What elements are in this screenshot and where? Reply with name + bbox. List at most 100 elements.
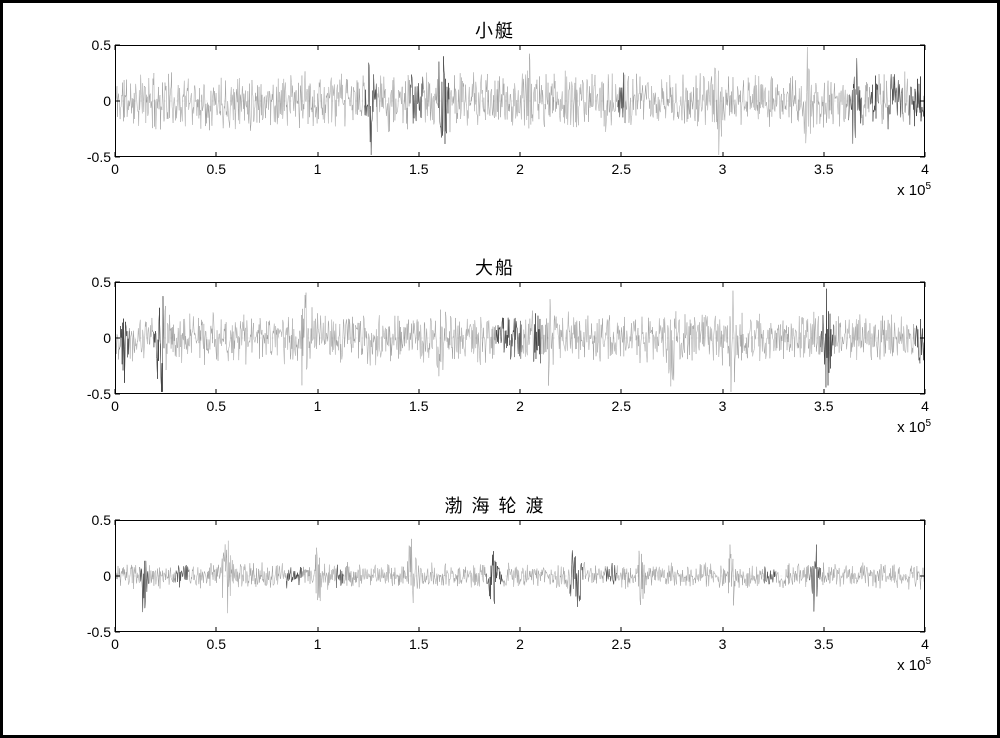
- xtick-label: 2: [516, 636, 524, 652]
- signal-dark: [119, 319, 126, 383]
- xtick-mark: [216, 389, 217, 394]
- ytick-mark: [115, 45, 120, 46]
- panel-2-axes: [115, 282, 925, 394]
- xtick-label: 3: [719, 636, 727, 652]
- xtick-label: 2.5: [612, 636, 631, 652]
- ytick-mark: [115, 394, 120, 395]
- xtick-mark: [317, 627, 318, 632]
- ytick-label: 0.5: [55, 37, 111, 53]
- panel-2-title: 大船: [475, 254, 515, 280]
- xtick-mark: [115, 627, 116, 632]
- ytick-mark: [920, 338, 925, 339]
- ytick-mark: [115, 101, 120, 102]
- xtick-label: 4: [921, 636, 929, 652]
- signal-dark: [618, 73, 624, 118]
- xtick-label: 2.5: [612, 161, 631, 177]
- xtick-mark: [621, 627, 622, 632]
- xtick-label: 0.5: [207, 636, 226, 652]
- panel-3-title: 渤 海 轮 渡: [444, 492, 545, 518]
- xtick-mark: [418, 45, 419, 50]
- ytick-mark: [115, 631, 120, 632]
- xtick-mark: [520, 152, 521, 157]
- xtick-label: 3: [719, 161, 727, 177]
- xtick-label: 0.5: [207, 161, 226, 177]
- signal-dark: [365, 63, 377, 155]
- ytick-label: 0: [55, 330, 111, 346]
- xtick-mark: [621, 45, 622, 50]
- ytick-label: -0.5: [55, 386, 111, 402]
- xtick-mark: [520, 627, 521, 632]
- xtick-label: 0.5: [207, 398, 226, 414]
- panel-3-axes: [115, 520, 925, 632]
- xtick-mark: [823, 389, 824, 394]
- xtick-label: 1.5: [409, 161, 428, 177]
- xtick-mark: [115, 520, 116, 525]
- signal-dark: [152, 308, 162, 392]
- panel-1-title: 小艇: [475, 17, 515, 43]
- xtick-mark: [925, 520, 926, 525]
- xtick-mark: [722, 152, 723, 157]
- xtick-label: 0: [111, 398, 119, 414]
- panel-2-signal: [116, 283, 924, 393]
- xtick-mark: [418, 389, 419, 394]
- xtick-label: 1: [314, 161, 322, 177]
- xtick-mark: [115, 152, 116, 157]
- signal-dark: [570, 550, 583, 606]
- xtick-mark: [621, 389, 622, 394]
- xtick-mark: [722, 520, 723, 525]
- signal-dark: [286, 567, 301, 588]
- xtick-mark: [823, 520, 824, 525]
- ytick-mark: [115, 519, 120, 520]
- panel-1-plot: x 105 -0.500.500.511.522.533.54: [55, 45, 935, 185]
- xtick-label: 2: [516, 161, 524, 177]
- xtick-mark: [216, 45, 217, 50]
- xtick-label: 3.5: [814, 161, 833, 177]
- ytick-label: -0.5: [55, 624, 111, 640]
- xtick-mark: [418, 627, 419, 632]
- panel-2-plot: x 105 -0.500.500.511.522.533.54: [55, 282, 935, 422]
- panel-3-plot: x 105 -0.500.500.511.522.533.54: [55, 520, 935, 660]
- xtick-label: 3: [719, 398, 727, 414]
- signal-dark: [915, 76, 924, 121]
- xtick-label: 1.5: [409, 636, 428, 652]
- xtick-mark: [925, 627, 926, 632]
- panel-3-xmult: x 105: [897, 656, 931, 674]
- ytick-mark: [920, 101, 925, 102]
- xtick-mark: [823, 152, 824, 157]
- xtick-label: 3.5: [814, 398, 833, 414]
- xtick-label: 2: [516, 398, 524, 414]
- signal-dark: [870, 76, 878, 122]
- signal-dark: [496, 562, 502, 584]
- panel-1-axes: [115, 45, 925, 157]
- panel-3-signal: [116, 521, 924, 631]
- xtick-mark: [722, 282, 723, 287]
- ytick-mark: [115, 157, 120, 158]
- xtick-mark: [115, 45, 116, 50]
- xtick-label: 3.5: [814, 636, 833, 652]
- panel-1: 小艇 x 105 -0.500.500.511.522.533.54: [21, 13, 969, 250]
- xtick-mark: [823, 45, 824, 50]
- xtick-mark: [317, 520, 318, 525]
- xtick-mark: [925, 152, 926, 157]
- signal-dark: [140, 561, 149, 612]
- xtick-label: 2.5: [612, 398, 631, 414]
- xtick-mark: [317, 45, 318, 50]
- ytick-label: -0.5: [55, 149, 111, 165]
- signal-dark: [915, 319, 924, 363]
- ytick-mark: [115, 338, 120, 339]
- xtick-label: 0: [111, 636, 119, 652]
- signal-dark: [496, 318, 509, 353]
- panel-1-signal: [116, 46, 924, 156]
- xtick-mark: [418, 520, 419, 525]
- signal-dark: [606, 563, 617, 584]
- panel-1-xmult: x 105: [897, 181, 931, 199]
- signal-dark: [764, 566, 775, 584]
- xtick-mark: [520, 520, 521, 525]
- ytick-mark: [115, 282, 120, 283]
- xtick-mark: [520, 45, 521, 50]
- signal-dark: [509, 318, 521, 359]
- xtick-mark: [216, 627, 217, 632]
- xtick-mark: [520, 389, 521, 394]
- ytick-label: 0: [55, 93, 111, 109]
- xtick-mark: [823, 627, 824, 632]
